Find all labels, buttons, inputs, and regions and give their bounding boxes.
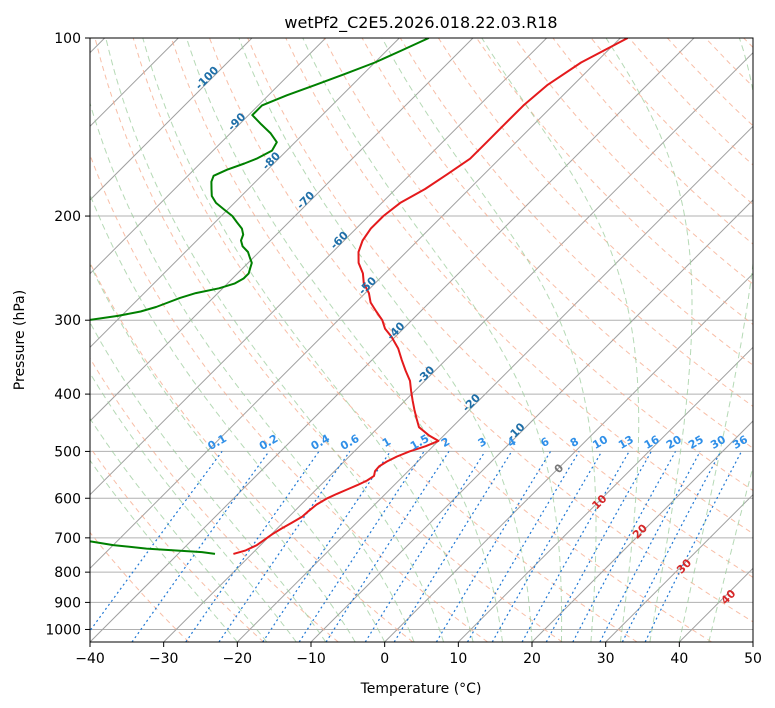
moist-adiabat <box>678 38 753 642</box>
moist-adiabat <box>90 193 386 642</box>
x-tick-label: 0 <box>380 651 389 667</box>
isotherm-line <box>531 420 753 642</box>
moist-adiabat <box>381 38 597 642</box>
mixing-ratio-line <box>393 451 513 642</box>
moist-adiabat <box>481 38 640 642</box>
mixing-ratio-line <box>572 451 677 642</box>
moist-adiabat <box>90 417 268 642</box>
mixing-ratio-line <box>599 451 701 642</box>
moist-adiabat <box>90 101 415 642</box>
mixing-ratio-line <box>435 451 552 642</box>
chart-title: wetPf2_C2E5.2026.018.22.03.R18 <box>284 13 557 33</box>
moist-adiabat <box>90 459 238 642</box>
isotherm-line <box>384 272 753 642</box>
isotherm-line <box>457 346 753 642</box>
y-tick-label: 300 <box>54 313 81 329</box>
y-tick-label: 700 <box>54 531 81 547</box>
x-tick-label: 10 <box>449 651 467 667</box>
y-axis-title: Pressure (hPa) <box>12 290 28 390</box>
dry-adiabat <box>399 38 753 408</box>
dry-adiabat <box>90 261 414 642</box>
mixing-ratio-line <box>90 451 223 632</box>
isotherm-line <box>90 38 327 275</box>
moist-adiabat <box>186 38 503 642</box>
mixing-ratio-line <box>325 451 450 642</box>
y-tick-label: 1000 <box>45 622 81 638</box>
dry-adiabat <box>247 38 753 578</box>
x-tick-label: 30 <box>597 651 615 667</box>
x-axis-title: Temperature (°C) <box>360 681 482 697</box>
dry-adiabat <box>90 153 488 642</box>
dry-adiabat <box>94 38 563 642</box>
x-tick-label: −10 <box>296 651 326 667</box>
y-tick-label: 900 <box>54 595 81 611</box>
y-tick-label: 600 <box>54 491 81 507</box>
y-tick-label: 100 <box>54 31 81 47</box>
mixing-ratio-line <box>131 451 270 642</box>
plot-frame <box>89 37 754 643</box>
y-tick-label: 200 <box>54 209 81 225</box>
dry-adiabat <box>209 38 753 623</box>
isotherm-line <box>90 38 548 496</box>
dry-adiabat <box>285 38 753 535</box>
mixing-ratio-line <box>491 451 603 642</box>
isotherm-line <box>605 493 753 642</box>
mixing-ratio-line <box>298 451 425 642</box>
moist-adiabat <box>708 465 753 642</box>
dry-adiabat <box>90 531 190 642</box>
moist-adiabat <box>605 38 693 642</box>
x-tick-label: 20 <box>523 651 541 667</box>
dry-adiabat <box>90 446 264 642</box>
mixing-ratio-line <box>644 451 743 642</box>
y-tick-label: 500 <box>54 444 81 460</box>
mixing-ratio-line <box>621 451 722 642</box>
isotherm-line <box>90 38 253 201</box>
moist-adiabat <box>142 38 474 642</box>
y-tick-label: 400 <box>54 387 81 403</box>
isotherm-line <box>90 38 474 422</box>
x-tick-label: −40 <box>75 651 105 667</box>
moist-adiabat <box>90 372 297 642</box>
y-tick-label: 800 <box>54 565 81 581</box>
x-tick-label: 50 <box>744 651 762 667</box>
isotherm-line <box>90 38 400 349</box>
moist-adiabat <box>302 38 563 642</box>
moist-adiabat <box>105 38 445 642</box>
dewpoint-profile-line <box>90 38 430 555</box>
x-tick-label: −20 <box>223 651 253 667</box>
mixing-ratio-line <box>466 451 580 642</box>
mixing-ratio-line <box>364 451 486 642</box>
temperature-profile-line <box>233 38 629 555</box>
x-tick-label: −30 <box>149 651 179 667</box>
isotherm-line <box>90 38 621 570</box>
dry-adiabat <box>514 38 753 285</box>
isotherm-line <box>90 38 695 642</box>
isotherm-line <box>236 125 753 642</box>
moist-adiabat <box>238 38 533 642</box>
mixing-ratio-line <box>545 451 652 642</box>
x-tick-label: 40 <box>670 651 688 667</box>
dry-adiabat <box>170 38 712 642</box>
mixing-ratio-line <box>521 451 630 642</box>
moist-adiabat <box>90 263 356 642</box>
dry-adiabat <box>132 38 638 642</box>
isotherm-line <box>163 51 753 642</box>
